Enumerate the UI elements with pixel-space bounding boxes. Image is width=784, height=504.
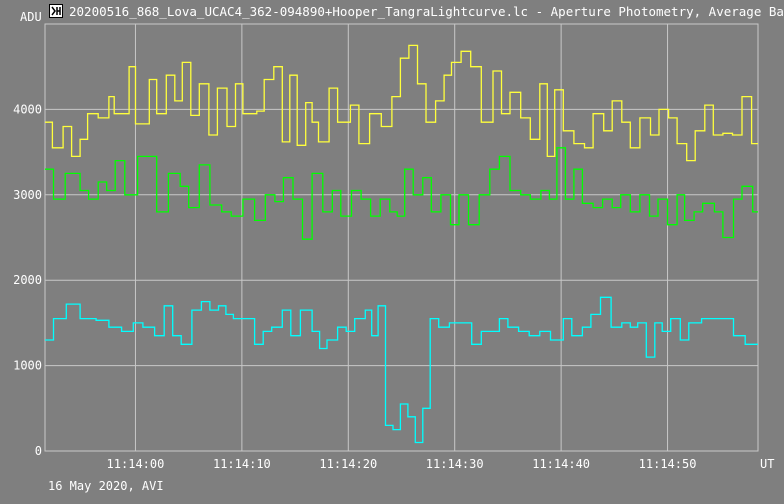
y-tick-label: 4000 [13, 102, 42, 116]
window-title: 20200516_868_Lova_UCAC4_362-094890+Hoope… [69, 4, 784, 19]
series-line-1 [45, 44, 758, 162]
y-tick-label: 2000 [13, 273, 42, 287]
window-title-bar: 20200516_868_Lova_UCAC4_362-094890+Hoope… [49, 3, 784, 21]
x-tick-label: 11:14:40 [532, 457, 590, 471]
x-tick-label: 11:14:10 [213, 457, 271, 471]
y-tick-label: 1000 [13, 359, 42, 373]
x-tick-label: 11:14:50 [639, 457, 697, 471]
x-tick-label: 11:14:20 [319, 457, 377, 471]
plot-frame [44, 23, 759, 452]
x-tick-label: 11:14:00 [107, 457, 165, 471]
x-axis-label: UT [760, 457, 774, 471]
chart-grid [44, 23, 759, 452]
app-icon [49, 4, 63, 18]
series-layer [45, 44, 758, 444]
footer-date-label: 16 May 2020, AVI [48, 479, 164, 493]
tick-labels: 0 1000 2000 3000 4000 11:14:00 11:14:10 11:14:2… [13, 102, 696, 471]
x-tick-label: 11:14:30 [426, 457, 484, 471]
y-tick-label: 3000 [13, 188, 42, 202]
y-tick-label: 0 [35, 444, 42, 458]
series-line-2 [45, 147, 758, 240]
series-line-3 [45, 296, 758, 444]
y-axis-label: ADU [20, 10, 42, 24]
